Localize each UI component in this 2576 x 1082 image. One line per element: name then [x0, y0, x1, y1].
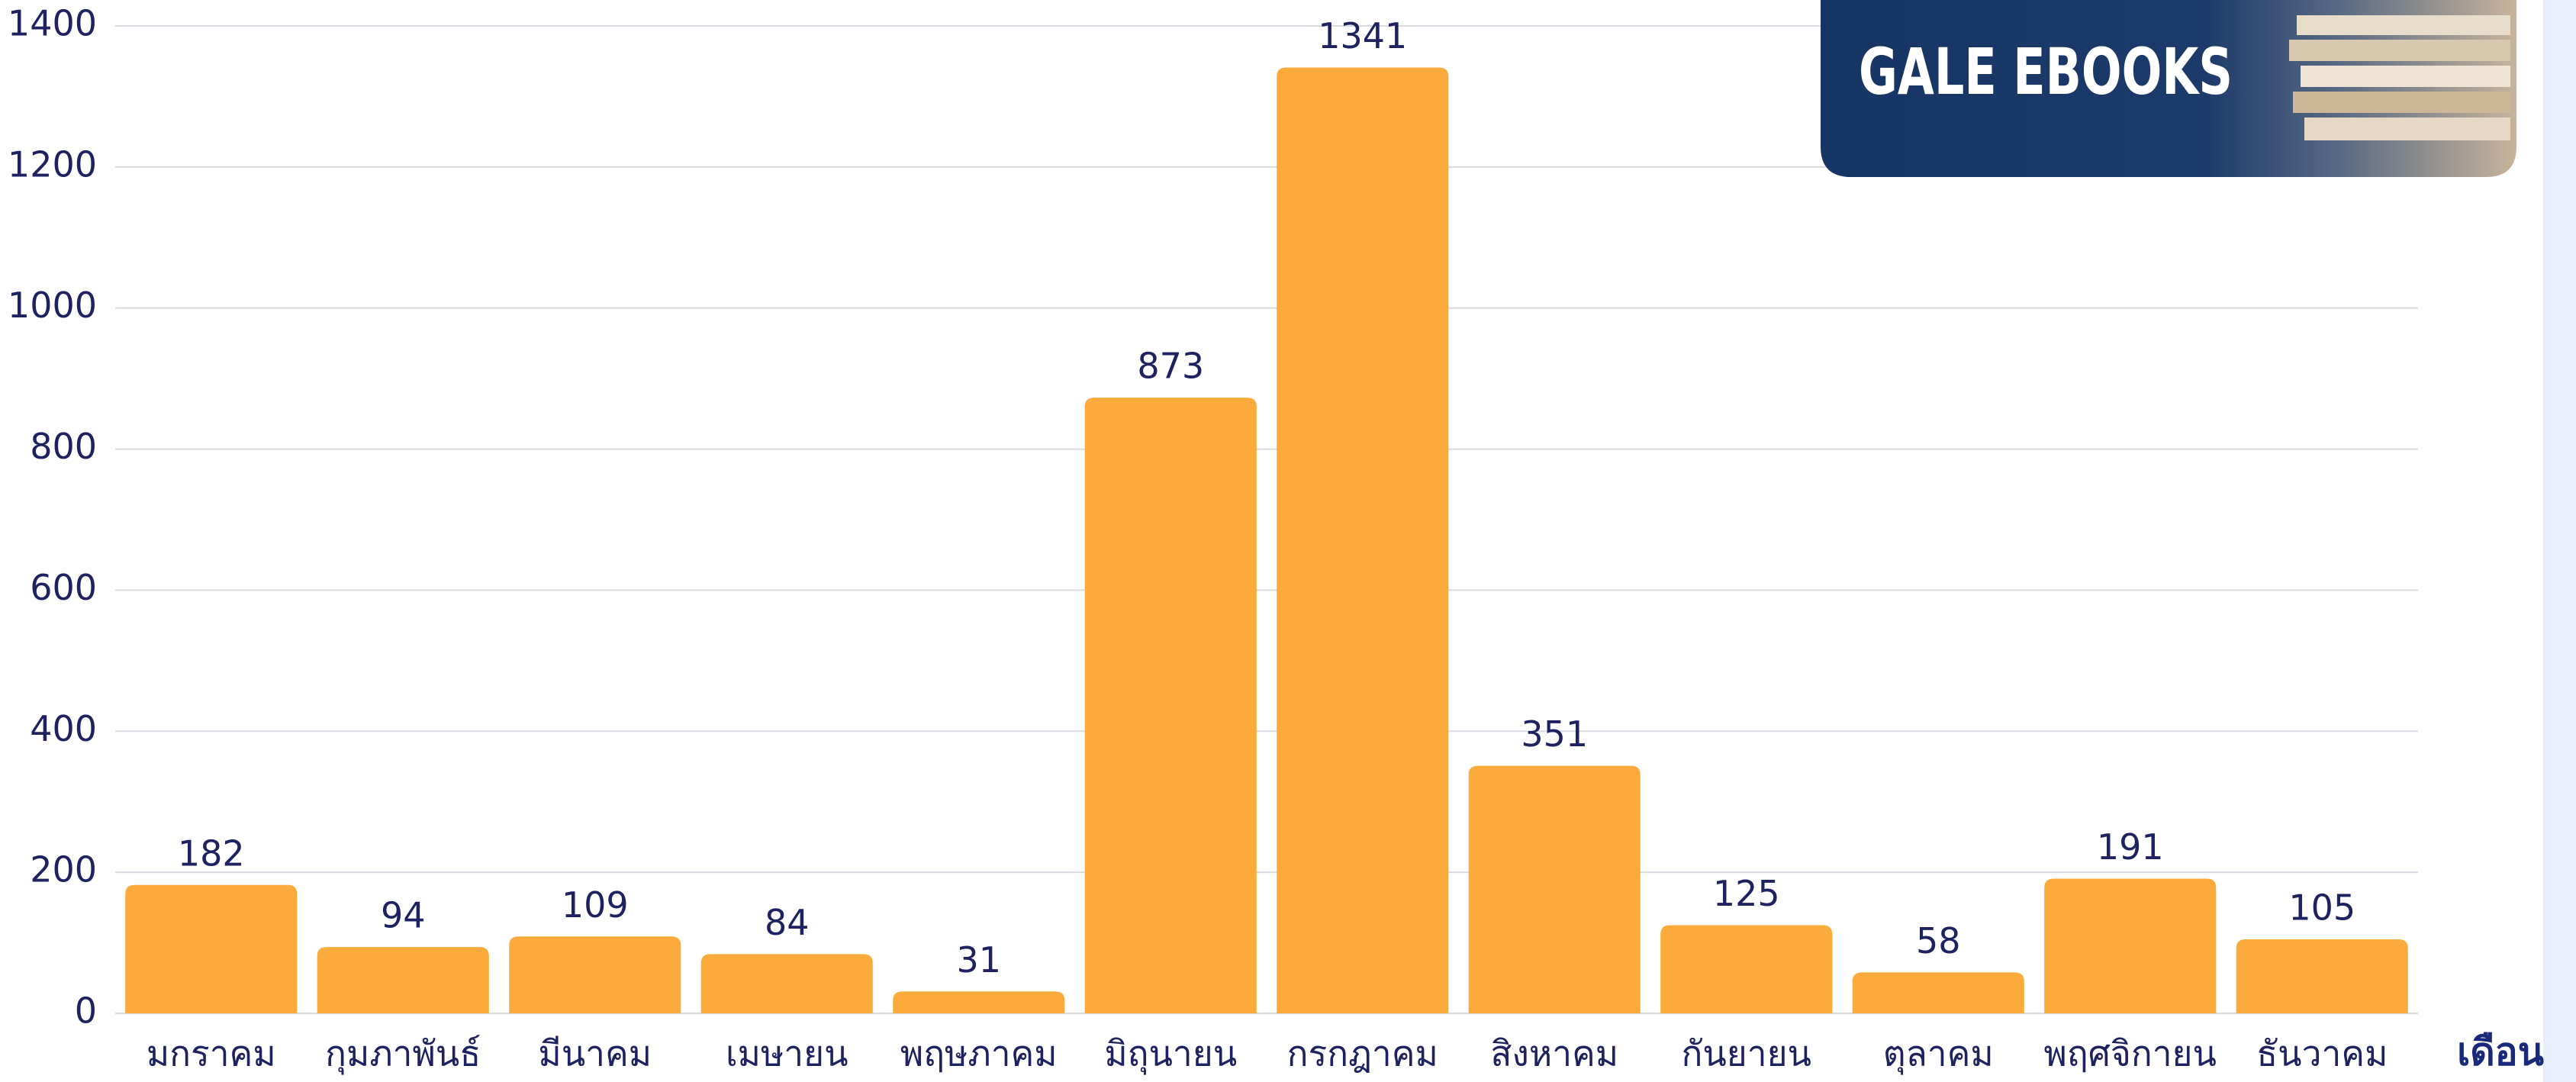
side-strip — [2543, 0, 2576, 1082]
bar — [701, 954, 873, 1013]
y-tick-label: 600 — [30, 567, 97, 608]
x-tick-label: กันยายน — [1682, 1033, 1811, 1074]
banner: GALE EBOOKS — [1821, 0, 2516, 177]
x-tick-label: กรกฎาคม — [1287, 1033, 1438, 1074]
y-tick-label: 800 — [30, 426, 97, 467]
value-label: 84 — [765, 902, 810, 943]
banner-text: GALE EBOOKS — [1859, 34, 2233, 109]
y-tick-label: 0 — [75, 990, 97, 1032]
x-tick-label: ตุลาคม — [1883, 1033, 1994, 1076]
x-axis-label: เดือน — [2457, 1030, 2544, 1074]
value-label: 1341 — [1318, 15, 1407, 56]
bar — [1277, 68, 1448, 1013]
x-tick-label: พฤษภาคม — [900, 1033, 1058, 1074]
book-stack — [2289, 15, 2510, 140]
bar — [1853, 972, 2024, 1013]
x-tick-label: มีนาคม — [538, 1033, 652, 1074]
chart: 0 200 400 600 800 1000 1200 1400 มกราคม 182 กุมภาพ… — [0, 0, 2576, 1082]
bar — [1085, 398, 1257, 1013]
value-label: 31 — [956, 939, 1001, 981]
y-tick-label: 1000 — [8, 285, 97, 326]
bar — [1469, 766, 1641, 1013]
bar — [2236, 939, 2408, 1013]
x-tick-label: มกราคม — [147, 1033, 276, 1074]
bar — [2044, 878, 2216, 1013]
bar — [125, 885, 297, 1013]
x-tick-label: พฤศจิกายน — [2044, 1033, 2217, 1074]
y-tick-label: 200 — [30, 849, 97, 890]
value-label: 182 — [178, 832, 245, 874]
value-label: 58 — [1916, 920, 1961, 961]
x-tick-label: มิถุนายน — [1104, 1033, 1237, 1076]
value-label: 351 — [1521, 713, 1588, 755]
value-label: 105 — [2288, 887, 2355, 928]
x-tick-label: ธันวาคม — [2256, 1033, 2388, 1074]
x-tick-label: เมษายน — [726, 1033, 848, 1074]
value-label: 873 — [1137, 346, 1204, 387]
value-label: 125 — [1713, 873, 1780, 914]
bar — [509, 936, 681, 1013]
y-tick-label: 1200 — [8, 143, 97, 185]
value-label: 94 — [381, 895, 426, 936]
bar — [1660, 925, 1832, 1013]
bar — [317, 947, 489, 1013]
bar — [893, 991, 1064, 1013]
value-label: 191 — [2097, 826, 2164, 868]
y-tick-label: 400 — [30, 708, 97, 749]
value-label: 109 — [562, 884, 629, 926]
y-tick-label: 1400 — [8, 3, 97, 44]
x-tick-label: สิงหาคม — [1490, 1033, 1618, 1074]
x-tick-label: กุมภาพันธ์ — [325, 1033, 481, 1076]
